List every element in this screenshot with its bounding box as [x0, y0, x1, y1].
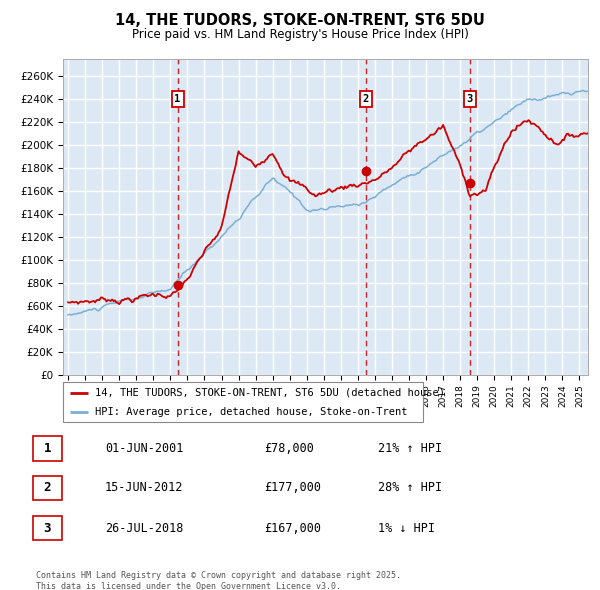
FancyBboxPatch shape — [63, 382, 423, 422]
Text: 1% ↓ HPI: 1% ↓ HPI — [378, 522, 435, 535]
Text: £167,000: £167,000 — [264, 522, 321, 535]
Text: 26-JUL-2018: 26-JUL-2018 — [105, 522, 184, 535]
Text: HPI: Average price, detached house, Stoke-on-Trent: HPI: Average price, detached house, Stok… — [95, 407, 408, 417]
Text: 28% ↑ HPI: 28% ↑ HPI — [378, 481, 442, 494]
Text: 14, THE TUDORS, STOKE-ON-TRENT, ST6 5DU (detached house): 14, THE TUDORS, STOKE-ON-TRENT, ST6 5DU … — [95, 388, 445, 398]
Text: Contains HM Land Registry data © Crown copyright and database right 2025.
This d: Contains HM Land Registry data © Crown c… — [36, 571, 401, 590]
Text: 3: 3 — [467, 94, 473, 104]
Text: £177,000: £177,000 — [264, 481, 321, 494]
Text: 15-JUN-2012: 15-JUN-2012 — [105, 481, 184, 494]
Text: 21% ↑ HPI: 21% ↑ HPI — [378, 442, 442, 455]
Text: 1: 1 — [44, 442, 51, 455]
Text: 01-JUN-2001: 01-JUN-2001 — [105, 442, 184, 455]
Text: 14, THE TUDORS, STOKE-ON-TRENT, ST6 5DU: 14, THE TUDORS, STOKE-ON-TRENT, ST6 5DU — [115, 13, 485, 28]
Text: 3: 3 — [44, 522, 51, 535]
Text: £78,000: £78,000 — [264, 442, 314, 455]
Text: 1: 1 — [175, 94, 181, 104]
Text: 2: 2 — [44, 481, 51, 494]
Text: Price paid vs. HM Land Registry's House Price Index (HPI): Price paid vs. HM Land Registry's House … — [131, 28, 469, 41]
Text: 2: 2 — [362, 94, 369, 104]
